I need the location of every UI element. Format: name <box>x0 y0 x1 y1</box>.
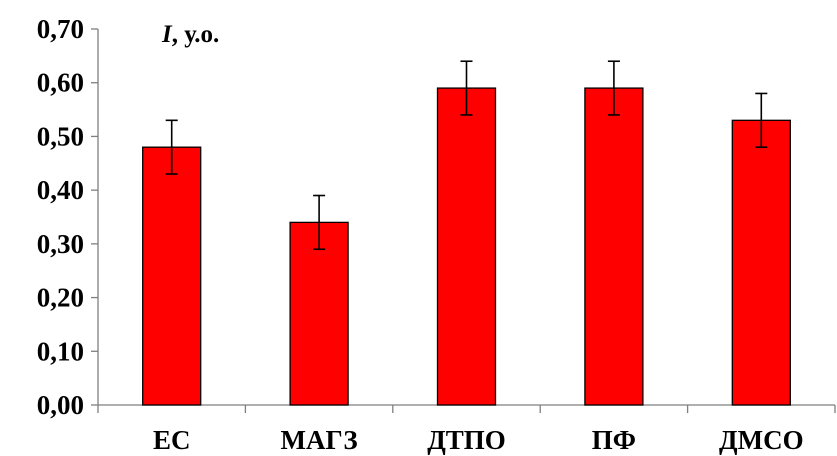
y-tick-label: 0,70 <box>37 14 84 44</box>
x-tick-label: МАГЗ <box>281 425 358 455</box>
error-bar <box>460 60 473 116</box>
bar <box>436 87 497 406</box>
error-bar <box>607 60 620 116</box>
bar <box>142 146 202 406</box>
x-tick-label: ДМСО <box>719 425 804 455</box>
x-tick-label: ДТПО <box>427 425 506 455</box>
error-bar <box>755 92 768 148</box>
bar <box>584 87 644 406</box>
y-tick-label: 0,60 <box>37 68 84 98</box>
y-tick-label: 0,10 <box>37 336 84 366</box>
x-tick-label: ЕС <box>153 425 191 455</box>
y-axis-label: I, у.о. <box>161 21 219 48</box>
y-tick-label: 0,00 <box>37 390 84 420</box>
error-bar <box>313 194 326 251</box>
y-tick-label: 0,50 <box>37 121 84 151</box>
error-bar <box>165 119 178 175</box>
y-axis-label-unit: , у.о. <box>172 21 220 48</box>
y-tick-label: 0,20 <box>37 283 84 313</box>
y-tick-label: 0,40 <box>37 175 84 205</box>
y-tick-label: 0,30 <box>37 229 84 259</box>
x-tick-label: ПФ <box>592 425 636 455</box>
y-axis-label-symbol: I <box>161 21 173 48</box>
bar <box>731 119 791 406</box>
